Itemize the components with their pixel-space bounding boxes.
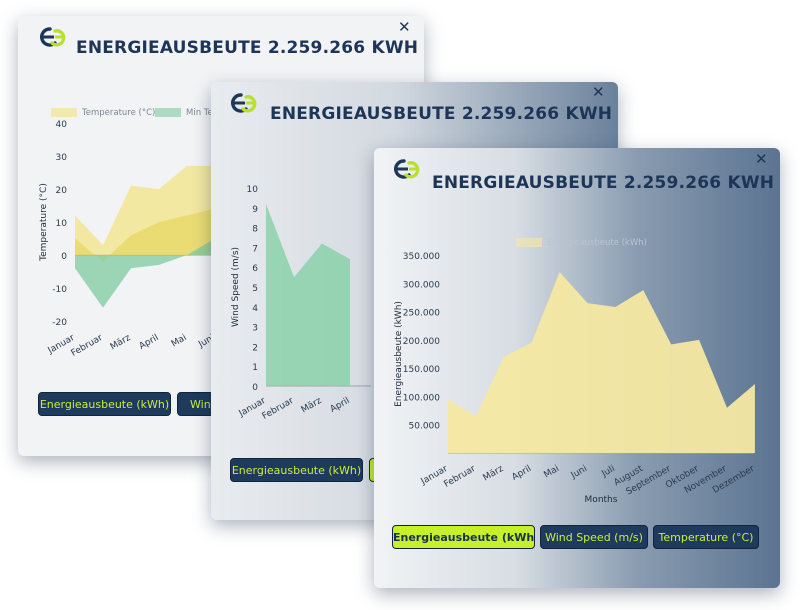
x-tick-label: April <box>138 333 161 352</box>
y-axis-label: Temperature (°C) <box>39 183 49 262</box>
close-icon[interactable]: ✕ <box>755 150 768 168</box>
y-tick-label: 0 <box>252 383 258 393</box>
energy-chart: 350.000 300.000 250.000 200.000 150.000 100.0… <box>394 238 757 505</box>
x-tick-label: Februar <box>70 333 105 359</box>
y-tick-label: 300.000 <box>403 280 440 290</box>
y-tick-label: 40 <box>56 120 68 130</box>
logo-icon <box>231 93 257 113</box>
y-tick-label: 200.000 <box>403 337 440 347</box>
y-tick-label: 3 <box>252 324 258 334</box>
page-title: ENERGIEAUSBEUTE 2.259.266 KWH <box>432 173 775 193</box>
energy-button[interactable]: Energieausbeute (kWh) <box>38 392 171 416</box>
legend-swatch <box>155 108 181 117</box>
y-tick-label: 20 <box>56 186 68 196</box>
y-tick-label: 150.000 <box>403 365 440 375</box>
x-tick-label: April <box>510 464 533 483</box>
page-title: ENERGIEAUSBEUTE 2.259.266 KWH <box>270 104 613 124</box>
legend-label: Min Te <box>186 108 213 118</box>
legend-swatch <box>51 108 77 117</box>
legend-label: Temperature (°C) <box>81 108 155 118</box>
y-tick-label: 8 <box>252 225 258 235</box>
x-tick-label: Juni <box>569 464 589 481</box>
logo-icon <box>40 27 66 47</box>
wind-speed-button[interactable]: Wind Speed (m/s) <box>540 525 648 549</box>
x-tick-label: Februar <box>442 464 477 490</box>
y-tick-label: -10 <box>52 285 67 295</box>
series-area <box>75 208 215 262</box>
y-tick-label: 50.000 <box>409 422 441 432</box>
energy-panel: ENERGIEAUSBEUTE 2.259.266 KWH ✕ 350.000 3… <box>374 148 780 588</box>
x-tick-label: März <box>109 333 133 353</box>
series-area <box>75 238 215 308</box>
x-tick-label: März <box>300 396 324 416</box>
y-tick-label: 5 <box>252 284 258 294</box>
logo-icon <box>394 159 420 179</box>
y-tick-label: 30 <box>56 153 68 163</box>
x-tick-label: April <box>329 396 352 415</box>
x-tick-label: Februar <box>261 396 296 422</box>
y-tick-label: 10 <box>247 185 259 195</box>
legend-swatch <box>516 238 542 247</box>
y-axis-label: Wind Speed (m/s) <box>231 247 241 327</box>
y-tick-label: 9 <box>252 205 258 215</box>
series-area <box>448 271 755 453</box>
y-tick-label: 6 <box>252 264 258 274</box>
x-tick-label: Mai <box>542 464 561 481</box>
close-icon[interactable]: ✕ <box>592 83 605 101</box>
y-tick-label: -20 <box>52 318 67 328</box>
close-icon[interactable]: ✕ <box>398 18 411 36</box>
y-tick-label: 0 <box>61 252 67 262</box>
series-area <box>266 203 350 386</box>
legend-label: Energieausbeute (kWh) <box>547 238 647 248</box>
y-tick-label: 2 <box>252 343 258 353</box>
energy-button[interactable]: Energieausbeute (kWh) <box>230 458 363 482</box>
y-tick-label: 4 <box>252 304 258 314</box>
y-tick-label: 10 <box>56 219 68 229</box>
x-tick-label: März <box>481 464 505 484</box>
y-tick-label: 7 <box>252 244 258 254</box>
x-tick-label: Juli <box>599 464 616 480</box>
temperature-button[interactable]: Temperature (°C) <box>653 525 759 549</box>
y-tick-label: 1 <box>252 363 258 373</box>
x-tick-label: Mai <box>170 333 189 350</box>
y-tick-label: 250.000 <box>403 309 440 319</box>
x-axis-label: Months <box>585 495 618 505</box>
y-tick-label: 350.000 <box>403 252 440 262</box>
energy-button[interactable]: Energieausbeute (kWh) <box>392 525 535 549</box>
y-axis-label: Energieausbeute (kWh) <box>394 301 404 407</box>
y-tick-label: 100.000 <box>403 393 440 403</box>
page-title: ENERGIEAUSBEUTE 2.259.266 KWH <box>76 38 419 58</box>
